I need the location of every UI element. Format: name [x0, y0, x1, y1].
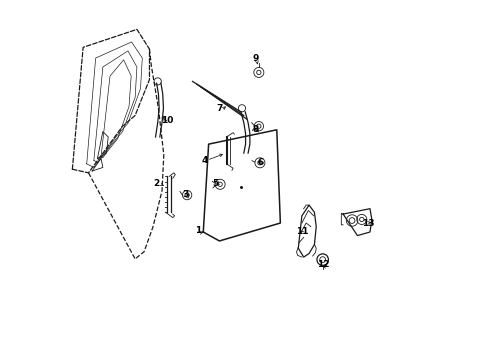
- Text: 3: 3: [182, 190, 188, 199]
- Text: 7: 7: [216, 104, 222, 113]
- Text: 9: 9: [251, 54, 258, 63]
- Text: 12: 12: [317, 260, 329, 269]
- Text: 5: 5: [212, 179, 219, 188]
- Text: 6: 6: [257, 158, 263, 167]
- Text: 10: 10: [161, 116, 173, 125]
- Text: 8: 8: [252, 125, 258, 134]
- Text: 4: 4: [202, 156, 208, 165]
- Text: 1: 1: [194, 226, 201, 235]
- Text: 11: 11: [295, 228, 307, 237]
- Text: 2: 2: [153, 179, 160, 188]
- Text: 13: 13: [361, 219, 374, 228]
